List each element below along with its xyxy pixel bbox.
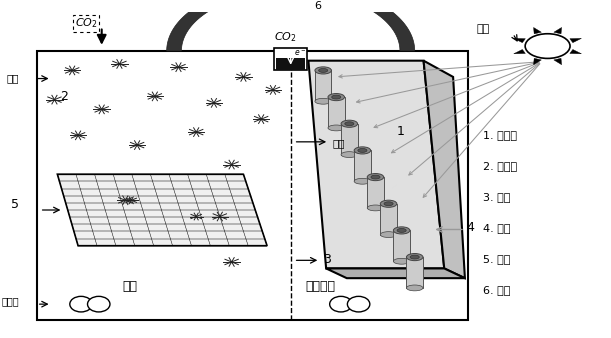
Ellipse shape: [328, 125, 345, 131]
Text: 4: 4: [467, 221, 475, 234]
Text: 2: 2: [60, 90, 68, 103]
Ellipse shape: [358, 148, 367, 152]
Ellipse shape: [406, 285, 423, 291]
Bar: [393, 231, 410, 261]
Bar: [380, 204, 397, 235]
Text: 光源: 光源: [477, 24, 490, 34]
Text: 3. 隔膜: 3. 隔膜: [483, 192, 510, 202]
Ellipse shape: [70, 296, 92, 312]
Text: 2. 阴极室: 2. 阴极室: [483, 161, 517, 171]
Text: 4. 阳极: 4. 阳极: [483, 223, 510, 233]
Text: 6: 6: [314, 1, 321, 11]
Polygon shape: [533, 27, 541, 34]
Bar: [341, 124, 357, 154]
Ellipse shape: [315, 67, 331, 74]
Text: 1. 阳极室: 1. 阳极室: [483, 130, 517, 140]
Bar: [37, 51, 468, 320]
Ellipse shape: [354, 178, 371, 184]
Text: $e^-$: $e^-$: [295, 49, 306, 58]
Ellipse shape: [380, 200, 397, 207]
Text: 5: 5: [11, 198, 19, 211]
Bar: [274, 48, 307, 70]
Ellipse shape: [318, 69, 327, 72]
Polygon shape: [554, 58, 562, 65]
Ellipse shape: [315, 98, 331, 104]
Text: 1: 1: [397, 125, 405, 138]
Ellipse shape: [367, 173, 384, 180]
Ellipse shape: [354, 147, 371, 154]
Bar: [406, 257, 423, 288]
Ellipse shape: [406, 254, 423, 261]
Bar: [328, 97, 345, 128]
Bar: [354, 150, 371, 181]
Ellipse shape: [87, 296, 110, 312]
Ellipse shape: [330, 296, 352, 312]
Polygon shape: [423, 61, 465, 278]
Text: 搅拌子: 搅拌子: [1, 296, 19, 306]
Ellipse shape: [341, 120, 357, 127]
Polygon shape: [326, 268, 465, 278]
Polygon shape: [57, 174, 267, 246]
Ellipse shape: [341, 152, 357, 158]
Polygon shape: [514, 49, 525, 54]
Polygon shape: [570, 39, 582, 43]
Ellipse shape: [328, 94, 345, 101]
Polygon shape: [533, 58, 541, 65]
Text: 6. 挡板: 6. 挡板: [483, 285, 510, 294]
Ellipse shape: [410, 255, 419, 259]
Bar: [367, 177, 384, 208]
Ellipse shape: [397, 228, 406, 232]
Text: 碱性污水: 碱性污水: [306, 280, 335, 293]
Ellipse shape: [371, 175, 380, 179]
Ellipse shape: [393, 227, 410, 234]
Text: 导线: 导线: [332, 139, 345, 148]
Polygon shape: [167, 0, 415, 51]
Bar: [315, 70, 331, 101]
Bar: [276, 58, 305, 70]
Text: 孔碳: 孔碳: [7, 74, 19, 83]
Text: 3: 3: [323, 252, 331, 266]
Polygon shape: [570, 49, 582, 54]
Polygon shape: [309, 61, 444, 268]
Text: 5. 阴极: 5. 阴极: [483, 254, 510, 264]
Ellipse shape: [367, 205, 384, 211]
Polygon shape: [514, 39, 525, 43]
Text: $CO_2$: $CO_2$: [75, 17, 98, 30]
Text: $CO_2$: $CO_2$: [274, 30, 297, 44]
Ellipse shape: [345, 122, 354, 126]
Ellipse shape: [380, 232, 397, 238]
Ellipse shape: [348, 296, 370, 312]
Ellipse shape: [393, 258, 410, 264]
Circle shape: [525, 34, 570, 58]
Ellipse shape: [384, 202, 393, 206]
Polygon shape: [554, 27, 562, 34]
Text: 污水: 污水: [122, 280, 137, 293]
Ellipse shape: [332, 95, 341, 99]
